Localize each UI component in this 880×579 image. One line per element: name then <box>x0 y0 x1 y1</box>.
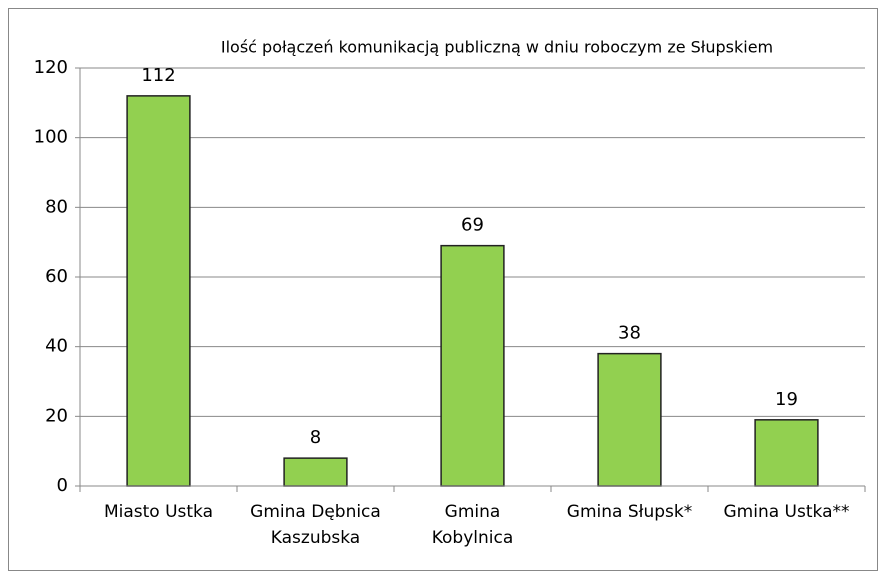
y-tick-label: 60 <box>45 266 68 287</box>
y-tick-label: 40 <box>45 336 68 357</box>
x-tick-label: Gmina Słupsk* <box>566 502 693 522</box>
x-tick-label: Gmina Ustka** <box>723 502 850 522</box>
x-tick-label: Gmina Dębnica Kaszubska <box>250 502 381 548</box>
bar <box>754 419 819 487</box>
y-tick-label: 100 <box>34 127 68 148</box>
bar <box>440 244 505 487</box>
bar <box>283 457 348 487</box>
data-label: 19 <box>775 389 798 410</box>
data-label: 69 <box>461 215 484 236</box>
chart-title: Ilość połączeń komunikacją publiczną w d… <box>221 38 773 57</box>
y-tick-label: 0 <box>57 475 68 496</box>
data-label: 38 <box>618 323 641 344</box>
y-tick-label: 80 <box>45 196 68 217</box>
bar <box>126 95 191 487</box>
x-tick-label: Gmina Kobylnica <box>431 502 514 548</box>
chart-border <box>8 8 878 571</box>
y-tick-label: 20 <box>45 405 68 426</box>
bar <box>597 352 662 487</box>
data-label: 112 <box>141 65 175 86</box>
x-tick-label: Miasto Ustka <box>103 502 214 522</box>
data-label: 8 <box>310 427 321 448</box>
y-tick-label: 120 <box>34 57 68 78</box>
